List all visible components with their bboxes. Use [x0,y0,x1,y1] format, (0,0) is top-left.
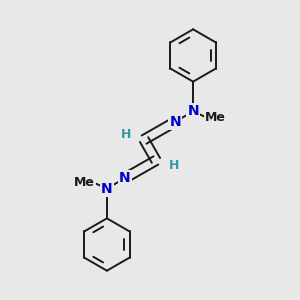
Text: N: N [101,182,113,196]
Text: Me: Me [205,111,226,124]
Text: N: N [187,104,199,118]
Text: N: N [169,115,181,129]
Text: N: N [119,171,130,185]
Text: Me: Me [74,176,95,189]
Text: H: H [169,159,180,172]
Text: H: H [120,128,131,141]
